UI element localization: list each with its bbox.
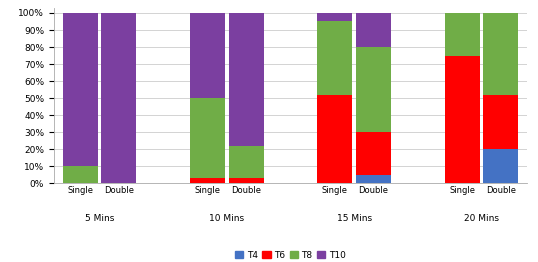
Text: 5 Mins: 5 Mins <box>84 214 114 223</box>
Bar <box>445 56 480 183</box>
Bar <box>356 13 391 47</box>
Bar <box>190 178 225 183</box>
Bar <box>62 166 97 183</box>
Legend: T4, T6, T8, T10: T4, T6, T8, T10 <box>231 247 350 262</box>
Text: 20 Mins: 20 Mins <box>464 214 499 223</box>
Bar <box>62 13 97 166</box>
Bar <box>356 47 391 132</box>
Bar <box>229 146 264 178</box>
Bar <box>229 178 264 183</box>
Bar <box>484 95 519 149</box>
Bar <box>317 95 352 183</box>
Bar <box>317 13 352 21</box>
Bar <box>229 13 264 146</box>
Bar <box>101 13 136 183</box>
Text: 15 Mins: 15 Mins <box>337 214 372 223</box>
Bar <box>445 13 480 56</box>
Bar <box>317 21 352 95</box>
Bar <box>190 98 225 178</box>
Bar <box>190 13 225 98</box>
Bar <box>484 13 519 95</box>
Bar <box>356 175 391 183</box>
Text: 10 Mins: 10 Mins <box>209 214 244 223</box>
Bar <box>484 149 519 183</box>
Bar <box>356 132 391 175</box>
